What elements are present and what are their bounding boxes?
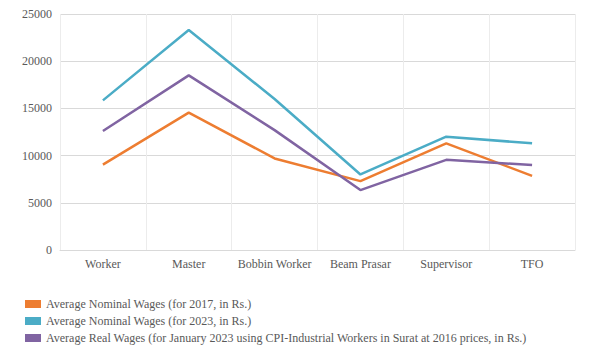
svg-text:5000: 5000 — [28, 196, 52, 210]
svg-text:TFO: TFO — [521, 257, 544, 271]
svg-text:20000: 20000 — [22, 54, 52, 68]
svg-text:Master: Master — [172, 257, 205, 271]
svg-text:0: 0 — [46, 243, 52, 257]
svg-text:10000: 10000 — [22, 149, 52, 163]
svg-text:Average Real Wages (for Januar: Average Real Wages (for January 2023 usi… — [46, 331, 526, 345]
svg-text:15000: 15000 — [22, 101, 52, 115]
svg-text:Average Nominal Wages (for 201: Average Nominal Wages (for 2017, in Rs.) — [46, 297, 251, 311]
svg-text:Supervisor: Supervisor — [420, 257, 472, 271]
svg-text:25000: 25000 — [22, 7, 52, 21]
svg-text:Beam Prasar: Beam Prasar — [330, 257, 391, 271]
svg-text:Average Nominal Wages (for 202: Average Nominal Wages (for 2023, in Rs.) — [46, 314, 251, 328]
svg-text:Bobbin Worker: Bobbin Worker — [238, 257, 312, 271]
svg-text:Worker: Worker — [85, 257, 121, 271]
